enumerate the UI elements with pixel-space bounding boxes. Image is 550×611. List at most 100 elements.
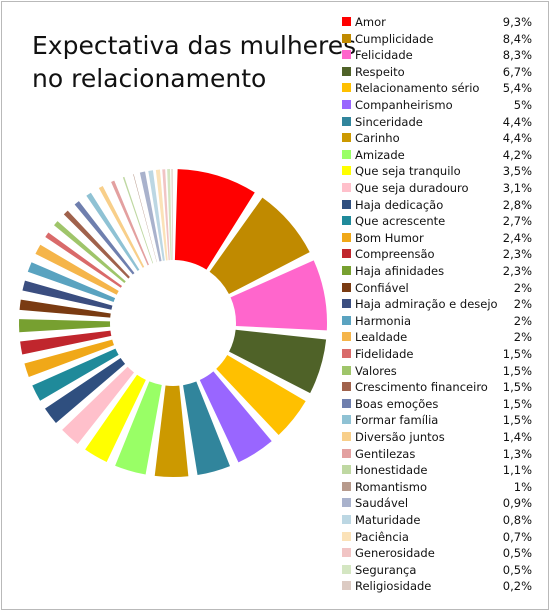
legend-item: Carinho 4,4% [342, 130, 532, 147]
legend-value: 5,4% [502, 81, 532, 96]
legend-value: 8,4% [502, 31, 532, 46]
legend-swatch [342, 398, 351, 408]
legend-item: Formar família 1,5% [342, 412, 532, 429]
pie-slice-15 [20, 330, 112, 355]
pie-slice-10 [85, 374, 146, 462]
legend-label: Compreensão [355, 247, 435, 262]
legend-value: 1,3% [502, 446, 532, 461]
legend-swatch [342, 183, 351, 192]
legend-label: Maturidade [355, 513, 421, 527]
legend-label: Amizade [355, 147, 405, 162]
pie-slice-3 [230, 260, 327, 331]
legend-label: Fidelidade [355, 347, 414, 361]
legend-swatch [342, 299, 351, 309]
legend-swatch [342, 33, 351, 43]
legend-swatch [342, 415, 351, 425]
legend-label: Cumplicidade [355, 31, 434, 46]
legend-label: Carinho [355, 131, 400, 146]
pie-slice-23 [63, 210, 130, 279]
legend-swatch [342, 581, 351, 591]
legend-label: Crescimento financeiro [355, 380, 488, 395]
legend-item: Compreensão 2,3% [342, 246, 532, 263]
legend-label: Confiável [355, 280, 409, 295]
legend-item: Diversão juntos 1,4% [342, 429, 532, 446]
legend-item: Romantismo 1% [342, 479, 532, 496]
legend-swatch [342, 266, 351, 275]
legend-label: Harmonia [355, 313, 411, 328]
legend-item: Honestidade 1,1% [342, 462, 532, 479]
legend-swatch [342, 149, 351, 159]
legend-label: Saudável [355, 496, 409, 511]
legend-value: 0,2% [502, 579, 532, 594]
legend-value: 2,3% [502, 247, 532, 262]
legend-item: Saudável 0,9% [342, 495, 532, 512]
legend-item: Boas emoções 1,5% [342, 396, 532, 413]
pie-slice-14 [24, 339, 115, 378]
pie-slice-27 [111, 180, 149, 266]
legend-value: 1% [513, 479, 532, 494]
pie-slice-33 [162, 169, 170, 261]
legend-item: Respeito 6,7% [342, 64, 532, 81]
pie-slice-34 [167, 169, 172, 261]
legend-label: Religiosidade [355, 579, 432, 594]
pie-slice-31 [148, 170, 165, 261]
pie-slice-30 [139, 171, 162, 262]
legend-label: Haja afinidades [355, 264, 445, 278]
legend-item: Maturidade 0,8% [342, 512, 532, 529]
pie-slice-16 [18, 319, 111, 333]
pie-slice-7 [183, 381, 230, 476]
legend-value: 8,3% [502, 48, 532, 63]
legend-label: Bom Humor [355, 230, 424, 245]
pie-slice-32 [155, 169, 168, 261]
legend-item: Relacionamento sério 5,4% [342, 80, 532, 97]
pie-slice-5 [216, 354, 306, 436]
legend-item: Valores 1,5% [342, 363, 532, 380]
legend-label: Que seja tranquilo [355, 164, 461, 179]
legend-item: Fidelidade 1,5% [342, 346, 532, 363]
legend-value: 0,5% [502, 546, 532, 561]
pie-slice-19 [27, 262, 116, 303]
legend-label: Formar família [355, 413, 439, 428]
legend-value: 2% [513, 297, 532, 312]
legend-swatch [342, 232, 351, 242]
legend-label: Paciência [355, 529, 409, 544]
pie-slice-13 [32, 348, 119, 401]
legend-label: Felicidade [355, 48, 413, 63]
pie-slice-2 [209, 197, 310, 294]
legend-swatch [342, 116, 351, 126]
legend-value: 4,4% [502, 114, 532, 129]
legend-label: Sinceridade [355, 114, 423, 129]
legend-item: Segurança 0,5% [342, 562, 532, 579]
legend-item: Companheirismo 5% [342, 97, 532, 114]
legend-item: Lealdade 2% [342, 329, 532, 346]
legend-item: Haja admiração e desejo 2% [342, 296, 532, 313]
legend-value: 0,5% [502, 562, 532, 577]
legend-value: 6,7% [502, 64, 532, 79]
legend-label: Que acrescente [355, 214, 446, 229]
pie-slice-8 [154, 385, 189, 478]
legend-swatch [342, 564, 351, 574]
legend-item: Amor 9,3% [342, 14, 532, 31]
pie-slice-9 [115, 381, 162, 475]
legend-swatch [342, 17, 351, 26]
legend-item: Gentilezas 1,3% [342, 446, 532, 463]
legend-value: 1,5% [502, 347, 532, 361]
legend-value: 4,4% [502, 131, 532, 146]
legend-swatch [342, 465, 351, 475]
legend-label: Amor [355, 15, 386, 29]
legend-swatch [342, 282, 351, 292]
legend-label: Diversão juntos [355, 430, 445, 444]
legend-item: Religiosidade 0,2% [342, 578, 532, 595]
pie-slice-18 [22, 280, 113, 310]
legend-label: Companheirismo [355, 98, 453, 112]
legend-swatch [342, 548, 351, 558]
legend-value: 4,2% [502, 147, 532, 162]
legend-label: Honestidade [355, 463, 428, 478]
legend-value: 2% [513, 330, 532, 345]
legend-swatch [342, 515, 351, 524]
legend-value: 2,7% [502, 214, 532, 229]
legend-swatch [342, 50, 351, 60]
legend-swatch [342, 166, 351, 176]
legend-label: Gentilezas [355, 446, 416, 461]
